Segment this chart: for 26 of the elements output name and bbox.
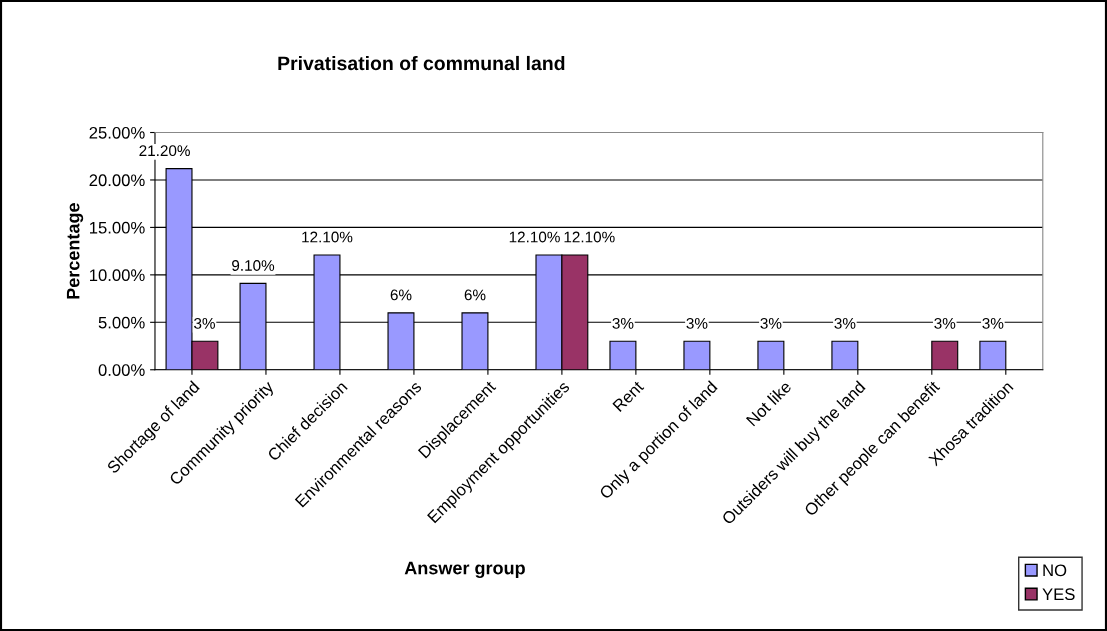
data-label: 6% [390,289,412,301]
legend-label: YES [1042,588,1075,601]
data-label: 12.10% [302,231,353,243]
y-tick-label: 20.00% [89,174,145,187]
data-label: 12.10% [509,231,560,243]
y-tick-label: 15.00% [90,221,145,234]
data-label: 3% [934,317,956,329]
y-tick-label: 0.00% [98,364,145,376]
y-tick-label: 10.00% [90,269,145,282]
legend-label: NO [1043,564,1067,577]
data-label: 3% [612,317,634,329]
data-label: 3% [760,317,782,329]
data-label: 3% [686,317,708,329]
chart-title: Privatisation of communal land [278,55,565,71]
y-tick-label: 5.00% [98,316,145,329]
data-label: 3% [982,317,1004,329]
data-label: 9.10% [232,260,275,271]
x-tick-label: Not like [745,380,792,427]
data-label: 6% [464,289,486,301]
data-label: 3% [194,317,215,329]
y-axis-title: Percentage [66,203,84,299]
data-label: 3% [834,317,856,329]
data-label: 12.10% [564,231,615,243]
y-tick-label: 25.00% [89,126,145,139]
x-axis-title: Answer group [404,561,525,579]
data-label: 21.20% [139,145,190,157]
